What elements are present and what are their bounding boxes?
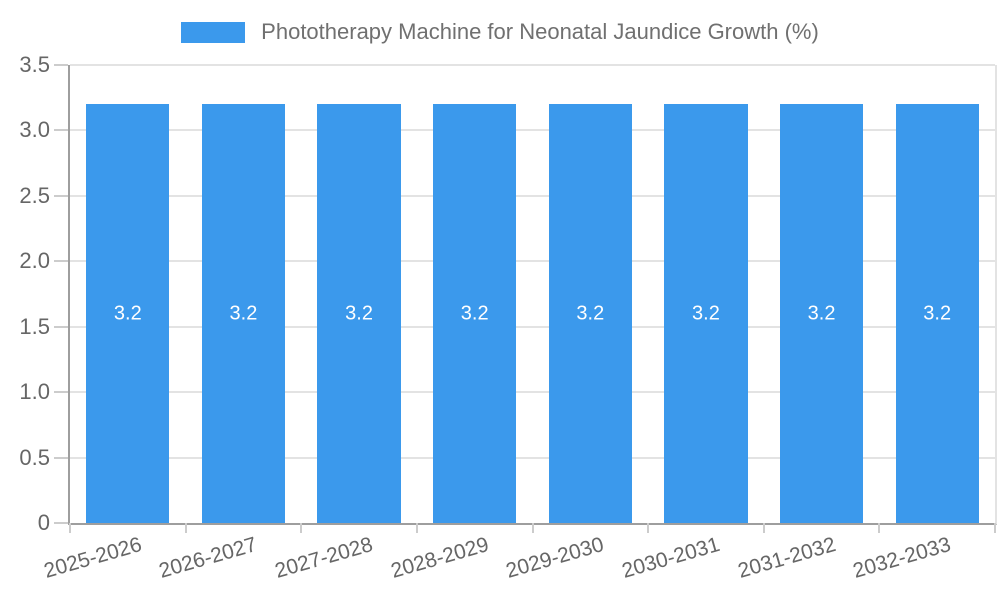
x-tick-mark	[415, 523, 418, 533]
y-axis-tick-label: 0	[37, 510, 50, 535]
x-tick-mark	[531, 523, 534, 533]
bar[interactable]: 3.2	[895, 104, 979, 523]
bar[interactable]: 3.2	[664, 104, 748, 523]
y-tick-mark	[54, 456, 68, 459]
bar-value-label: 3.2	[229, 302, 258, 325]
bar-value-label: 3.2	[113, 302, 142, 325]
bar[interactable]: 3.2	[548, 104, 632, 523]
y-tick-mark	[54, 325, 68, 328]
bar-value-label: 3.2	[460, 302, 489, 325]
y-axis-tick-label: 2.5	[19, 182, 50, 208]
x-tick-mark	[762, 523, 765, 533]
y-tick-mark	[54, 194, 68, 197]
gridline	[70, 260, 995, 263]
y-tick-mark	[54, 260, 68, 263]
y-axis-tick-label: 3.5	[19, 52, 50, 77]
y-axis-tick-label: 1.0	[19, 379, 50, 405]
y-axis-tick-label: 2.0	[19, 248, 50, 274]
legend-item[interactable]: Phototherapy Machine for Neonatal Jaundi…	[0, 19, 1000, 45]
y-tick-mark	[54, 129, 68, 132]
plot-area: 0 0.5 1.0 1.5 2.0 2.5 3.0 3.5 3.2 3.2 3.2 3.2 3.2 3.2…	[19, 52, 997, 583]
chart-title: Phototherapy Machine for Neonatal Jaundi…	[261, 19, 819, 44]
bar[interactable]: 3.2	[433, 104, 517, 523]
x-tick-mark	[184, 523, 187, 533]
gridline	[70, 456, 995, 459]
bar-value-label: 3.2	[923, 302, 952, 325]
y-axis-tick-label: 3.0	[19, 117, 50, 143]
gridline	[70, 194, 995, 197]
y-tick-mark	[54, 64, 68, 66]
bar-value-label: 3.2	[807, 302, 836, 325]
bar-value-label: 3.2	[345, 302, 373, 325]
gridline	[70, 129, 995, 132]
bar-value-label: 3.2	[576, 302, 605, 325]
bar[interactable]: 3.2	[317, 104, 401, 523]
bar[interactable]: 3.2	[86, 104, 170, 523]
legend-swatch	[181, 21, 246, 43]
x-tick-mark	[69, 523, 71, 533]
y-axis-tick-label: 1.5	[19, 313, 50, 339]
x-tick-mark	[878, 523, 881, 533]
gridline	[70, 64, 995, 66]
y-tick-mark	[54, 391, 68, 394]
x-tick-mark	[994, 523, 996, 533]
gridline	[70, 325, 995, 328]
bar[interactable]: 3.2	[779, 104, 864, 523]
y-axis-tick-label: 0.5	[19, 444, 50, 470]
x-tick-mark	[647, 523, 650, 533]
bar-value-label: 3.2	[692, 302, 720, 325]
x-tick-mark	[300, 523, 303, 533]
gridline	[70, 391, 995, 394]
y-tick-mark	[54, 522, 68, 524]
bar[interactable]: 3.2	[201, 104, 286, 523]
